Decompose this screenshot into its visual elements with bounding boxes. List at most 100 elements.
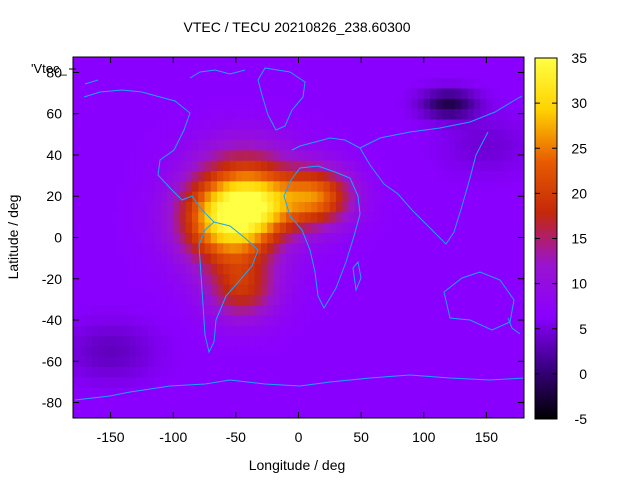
heatmap-cell [304, 222, 312, 233]
heatmap-cell [141, 252, 149, 264]
heatmap-cell [198, 314, 206, 326]
heatmap-cell [455, 57, 462, 68]
heatmap-cell [292, 273, 300, 285]
heatmap-cell [386, 67, 394, 79]
heatmap-cell [511, 314, 519, 326]
heatmap-cell [442, 129, 450, 141]
heatmap-cell [342, 283, 350, 295]
heatmap-cell [411, 397, 419, 409]
heatmap-cell [386, 118, 394, 130]
heatmap-cell [273, 356, 281, 368]
heatmap-cell [210, 170, 218, 182]
y-tick-label: 60 [46, 106, 62, 122]
heatmap-cell [285, 129, 293, 141]
heatmap-cell [311, 160, 318, 172]
heatmap-cell [354, 170, 362, 182]
heatmap-cell [448, 283, 456, 295]
heatmap-cell [148, 387, 156, 398]
heatmap-cell [505, 108, 513, 120]
heatmap-cell [492, 376, 500, 388]
heatmap-cell [135, 273, 143, 285]
heatmap-cell [292, 376, 300, 388]
heatmap-cell [323, 407, 331, 418]
heatmap-cell [298, 335, 306, 347]
y-tick-label: -20 [42, 271, 62, 287]
heatmap-cell [135, 232, 143, 244]
heatmap-cell [141, 232, 149, 244]
heatmap-cell [467, 283, 475, 295]
heatmap-cell [336, 222, 343, 233]
coastline-africa [283, 165, 361, 310]
heatmap-cell [323, 242, 331, 254]
heatmap-cell [179, 87, 187, 99]
heatmap-cell [442, 149, 450, 161]
heatmap-cell [317, 129, 325, 141]
heatmap-cell [242, 211, 249, 223]
heatmap-cell [173, 263, 181, 275]
heatmap-cell [467, 294, 475, 306]
heatmap-cell [511, 118, 519, 130]
heatmap-cell [210, 87, 218, 99]
heatmap-cell [480, 325, 488, 337]
heatmap-cell [85, 129, 93, 141]
heatmap-cell [141, 211, 149, 223]
heatmap-cell [217, 283, 224, 295]
heatmap-cell [110, 149, 118, 161]
heatmap-cell [311, 98, 318, 110]
heatmap-cell [498, 273, 506, 285]
heatmap-cell [492, 160, 500, 172]
heatmap-cell [329, 294, 337, 306]
heatmap-cell [442, 273, 450, 285]
heatmap-cell [398, 294, 406, 306]
heatmap-cell [204, 180, 212, 192]
heatmap-cell [498, 252, 506, 264]
heatmap-cell [505, 149, 513, 161]
heatmap-cell [505, 345, 513, 357]
heatmap-cell [204, 191, 212, 202]
heatmap-cell [123, 180, 130, 192]
heatmap-cell [217, 118, 224, 130]
heatmap-cell [505, 232, 513, 244]
heatmap-cell [91, 77, 99, 89]
heatmap-cell [198, 77, 206, 89]
heatmap-cell [248, 160, 256, 172]
heatmap-cell [298, 67, 306, 79]
heatmap-cell [85, 222, 93, 233]
heatmap-cell [354, 160, 362, 172]
heatmap-cell [417, 345, 425, 357]
heatmap-cell [110, 108, 118, 120]
heatmap-cell [242, 77, 249, 89]
heatmap-cell [342, 242, 350, 254]
heatmap-cell [386, 129, 394, 141]
heatmap-cell [361, 407, 368, 418]
heatmap-cell [448, 356, 456, 368]
heatmap-cell [98, 211, 105, 223]
heatmap-cell [235, 180, 243, 192]
heatmap-cell [110, 304, 118, 316]
heatmap-cell [129, 273, 137, 285]
heatmap-cell [210, 118, 218, 130]
heatmap-cell [505, 67, 513, 79]
heatmap-cell [210, 160, 218, 172]
heatmap-cell [392, 77, 400, 89]
heatmap-cell [417, 304, 425, 316]
heatmap-cell [267, 314, 275, 326]
heatmap-cell [254, 191, 262, 202]
heatmap-cell [442, 139, 450, 151]
heatmap-cell [166, 335, 174, 347]
heatmap-cell [298, 273, 306, 285]
heatmap-cell [79, 139, 87, 151]
heatmap-cell [455, 67, 462, 79]
heatmap-cell [417, 263, 425, 275]
heatmap-cell [461, 335, 469, 347]
heatmap-cell [285, 222, 293, 233]
heatmap-cell [248, 98, 256, 110]
heatmap-cell [285, 252, 293, 264]
heatmap-cell [179, 273, 187, 285]
heatmap-cell [166, 356, 174, 368]
heatmap-cell [198, 345, 206, 357]
heatmap-cell [173, 67, 181, 79]
heatmap-cell [229, 191, 237, 202]
heatmap-cell [235, 242, 243, 254]
heatmap-cell [79, 366, 87, 378]
